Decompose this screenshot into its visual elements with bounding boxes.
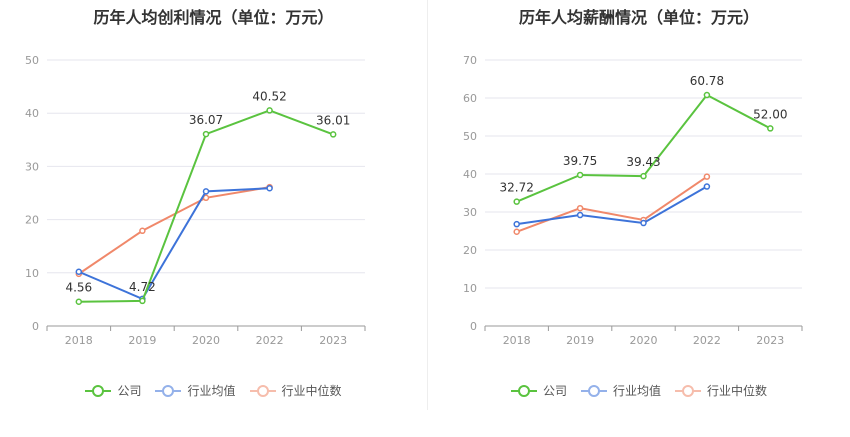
legend-line-icon: [85, 384, 112, 398]
y-tick-label: 20: [25, 214, 39, 227]
data-point: [576, 204, 584, 212]
data-point: [767, 125, 774, 132]
data-label: 39.75: [563, 154, 597, 168]
y-tick-label: 10: [463, 282, 477, 295]
chart-title: 历年人均创利情况（单位：万元）: [93, 8, 334, 27]
legend-label: 行业均值: [187, 384, 236, 398]
data-point: [640, 219, 647, 227]
legend-item-company[interactable]: 公司: [85, 382, 141, 399]
data-point: [266, 184, 273, 192]
y-tick-label: 60: [463, 92, 477, 105]
legend-item-industry-average[interactable]: 行业均值: [155, 382, 236, 399]
y-tick-label: 0: [32, 320, 39, 333]
y-tick-label: 20: [463, 244, 477, 257]
data-point: [513, 220, 520, 228]
chart-legend: 公司 行业均值 行业中位数: [428, 382, 850, 399]
data-point: [202, 130, 210, 138]
legend-line-icon: [675, 384, 701, 398]
x-tick-label: 2019: [128, 334, 156, 347]
data-label: 40.52: [252, 89, 286, 103]
y-tick-label: 40: [25, 107, 39, 120]
chart-legend: 公司 行业均值 行业中位数: [0, 382, 427, 399]
series-line: [78, 186, 270, 275]
series-line: [516, 93, 771, 203]
data-point: [202, 194, 210, 202]
data-point: [329, 131, 337, 138]
legend-label: 行业中位数: [281, 384, 342, 398]
data-point: [139, 297, 146, 305]
x-tick-label: 2019: [566, 334, 594, 347]
data-point: [576, 211, 584, 219]
data-point: [640, 172, 647, 180]
x-tick-label: 2023: [756, 334, 784, 347]
legend-label: 行业均值: [612, 384, 661, 398]
data-point: [266, 107, 273, 114]
data-point: [703, 173, 711, 180]
legend-line-icon: [580, 384, 607, 398]
data-point: [75, 298, 83, 305]
data-point: [75, 268, 83, 275]
data-point: [703, 91, 711, 99]
legend-item-industry-average[interactable]: 行业均值: [580, 382, 661, 399]
data-label: 32.72: [500, 181, 534, 195]
legend-item-company[interactable]: 公司: [510, 382, 567, 399]
data-point: [139, 227, 146, 235]
data-label: 36.07: [189, 113, 223, 127]
data-point: [576, 171, 584, 179]
panel-divider: [427, 0, 428, 410]
data-label: 36.01: [316, 113, 350, 127]
y-tick-label: 10: [25, 267, 39, 280]
legend-line-icon: [155, 384, 182, 398]
y-tick-label: 50: [25, 54, 39, 67]
y-tick-label: 50: [463, 130, 477, 143]
y-tick-label: 30: [25, 160, 39, 173]
x-tick-label: 2022: [693, 334, 721, 347]
data-point: [513, 198, 520, 205]
data-label: 4.72: [129, 280, 156, 294]
series-line: [516, 175, 708, 233]
data-label: 60.78: [690, 74, 724, 88]
x-tick-label: 2023: [319, 334, 347, 347]
profit-chart-panel: 历年人均创利情况（单位：万元） 0 10 20 30 40 50 2018 2019 2020 2…: [0, 8, 427, 399]
data-point: [703, 183, 711, 190]
legend-line-icon: [249, 384, 276, 398]
x-tick-label: 2018: [65, 334, 93, 347]
legend-item-industry-median[interactable]: 行业中位数: [675, 382, 767, 399]
profit-line-chart: 0 10 20 30 40 50 2018 2019 2020 2022 2023 4.56 4.72 3…: [25, 54, 366, 347]
data-label: 39.43: [626, 155, 660, 169]
x-tick-label: 2018: [503, 334, 531, 347]
series-line: [78, 187, 270, 301]
data-label: 4.56: [65, 281, 92, 295]
data-point: [513, 228, 520, 236]
legend-label: 公司: [542, 384, 567, 398]
y-tick-label: 0: [470, 320, 477, 333]
salary-line-chart: 0 10 20 30 40 50 60 70 2018 2019 2020 2022 2023 32.72…: [463, 54, 803, 347]
y-tick-label: 70: [463, 54, 477, 67]
series-line: [516, 185, 708, 226]
x-tick-label: 2020: [630, 334, 658, 347]
data-label: 52.00: [753, 107, 787, 121]
chart-title: 历年人均薪酬情况（单位：万元）: [518, 8, 759, 27]
data-point: [202, 188, 210, 195]
x-tick-label: 2020: [192, 334, 220, 347]
salary-chart-panel: 历年人均薪酬情况（单位：万元） 0 10 20 30 40 50 60 70 2018 2019 2…: [428, 0, 850, 437]
y-tick-label: 30: [463, 206, 477, 219]
legend-label: 公司: [117, 384, 142, 398]
legend-label: 行业中位数: [707, 384, 768, 398]
x-tick-label: 2022: [256, 334, 284, 347]
legend-line-icon: [510, 384, 537, 398]
y-tick-label: 40: [463, 168, 477, 181]
legend-item-industry-median[interactable]: 行业中位数: [249, 382, 342, 399]
